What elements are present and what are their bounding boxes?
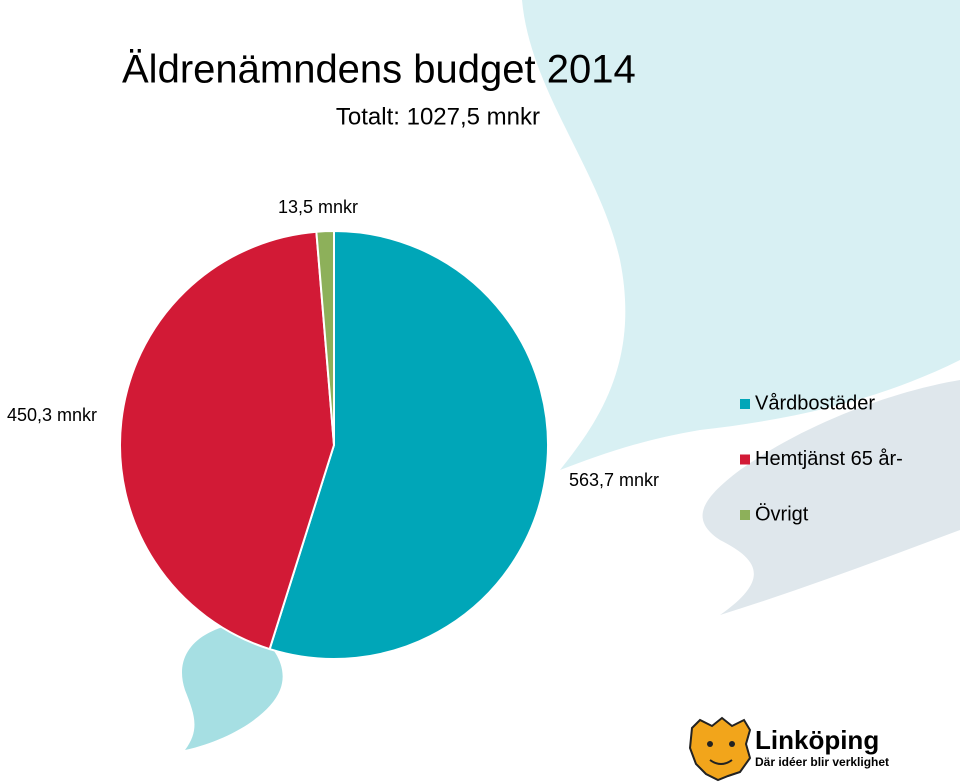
- logo-mouth: [709, 759, 733, 765]
- legend-swatch: [740, 454, 750, 465]
- legend-label: Övrigt: [755, 503, 809, 525]
- legend-label: Hemtjänst 65 år-: [755, 448, 903, 470]
- data-label: 450,3 mnkr: [7, 405, 97, 425]
- background-bubble: [522, 0, 960, 470]
- data-label: 13,5 mnkr: [278, 197, 358, 217]
- logo-icon: [688, 716, 752, 782]
- background-bubble: [702, 380, 960, 615]
- chart-subtitle: Totalt: 1027,5 mnkr: [336, 103, 540, 130]
- logo-eye: [729, 741, 735, 747]
- data-label: 563,7 mnkr: [569, 470, 659, 490]
- logo-name: Linköping: [755, 725, 879, 755]
- logo-eye: [707, 741, 713, 747]
- legend-label: Vårdbostäder: [755, 392, 875, 414]
- legend-swatch: [740, 510, 750, 520]
- pie: 563,7 mnkr 450,3 mnkr 13,5 mnkr: [7, 197, 659, 660]
- logo-tagline: Där idéer blir verklighet: [755, 755, 889, 769]
- pie-slice: [315, 229, 335, 446]
- legend-swatch: [740, 399, 750, 409]
- legend: Vårdbostäder Hemtjänst 65 år- Övrigt: [740, 392, 903, 525]
- pie-slice: [119, 230, 336, 651]
- logo: Linköping Där idéer blir verklighet: [688, 716, 889, 782]
- pie-slice: [268, 229, 549, 660]
- chart-title: Äldrenämndens budget 2014: [122, 48, 636, 92]
- background-bubble: [182, 625, 283, 750]
